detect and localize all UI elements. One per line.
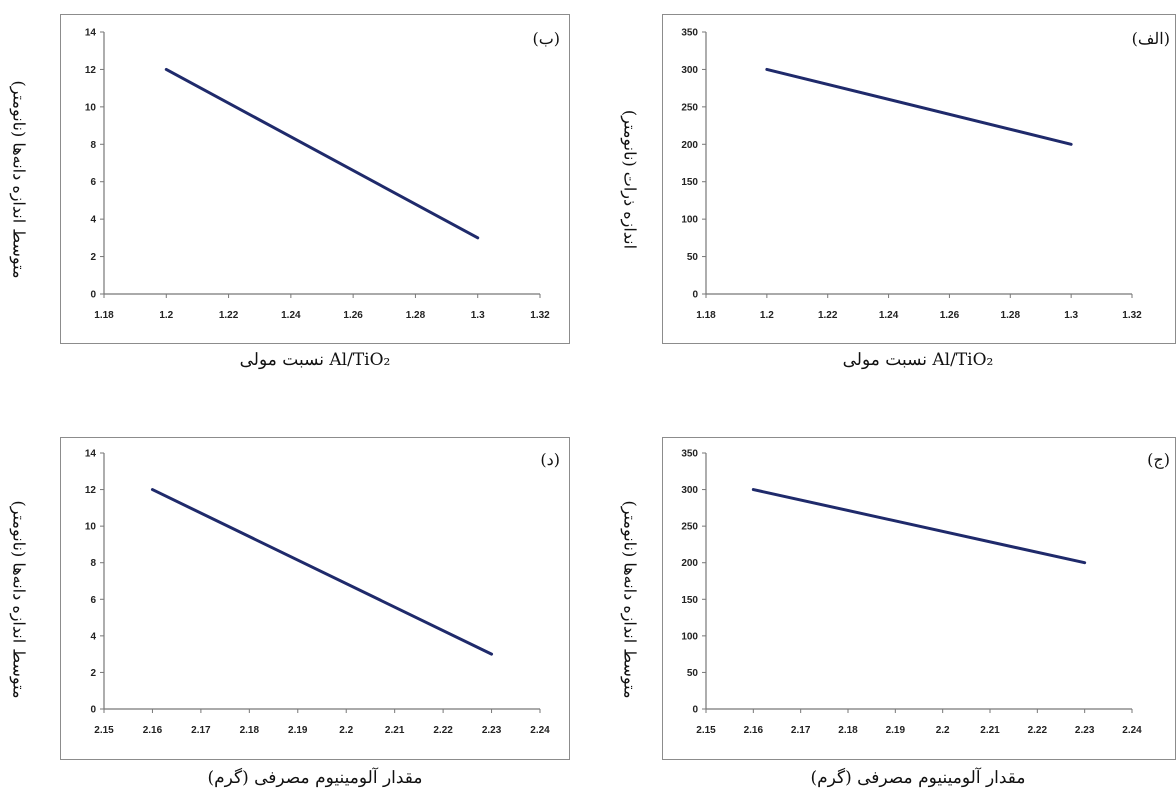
x-tick-label: 1.24: [879, 310, 899, 321]
y-tick-label: 350: [681, 449, 698, 460]
panel-b-xlabel: نسبت مولی Al/TiO₂: [239, 350, 391, 370]
x-tick-label: 1.3: [1064, 310, 1078, 321]
panel-d-xlabel: مقدار آلومینیوم مصرفی (گرم): [207, 768, 423, 788]
y-tick-label: 50: [687, 668, 699, 679]
panel-c-frame: [662, 437, 1176, 760]
x-tick-label: 2.15: [94, 725, 114, 736]
x-tick-label: 1.24: [281, 310, 301, 321]
x-tick-label: 2.22: [1028, 725, 1048, 736]
y-tick-label: 2: [90, 668, 96, 679]
x-tick-label: 1.22: [818, 310, 838, 321]
x-tick-label: 2.17: [791, 725, 811, 736]
y-tick-label: 8: [90, 140, 96, 151]
y-tick-label: 8: [90, 558, 96, 569]
x-tick-label: 2.19: [288, 725, 308, 736]
y-tick-label: 4: [90, 215, 96, 226]
x-tick-label: 1.26: [940, 310, 960, 321]
x-tick-label: 1.28: [1001, 310, 1021, 321]
panel-b-frame: [60, 14, 570, 344]
y-tick-label: 6: [90, 595, 96, 606]
panel-c-ylabel: متوسط اندازه دانه‌ها (نانومتر): [620, 500, 640, 699]
y-tick-label: 14: [85, 449, 97, 460]
y-tick-label: 50: [687, 252, 699, 263]
x-tick-label: 2.23: [482, 725, 502, 736]
x-tick-label: 1.32: [1122, 310, 1142, 321]
y-tick-label: 0: [692, 290, 698, 301]
x-tick-label: 2.23: [1075, 725, 1095, 736]
panel-label: (د): [540, 450, 560, 469]
panel-a-frame: [662, 14, 1176, 344]
y-tick-label: 200: [681, 140, 698, 151]
y-tick-label: 300: [681, 485, 698, 496]
y-tick-label: 300: [681, 65, 698, 76]
series-line: [765, 67, 1073, 146]
y-tick-label: 2: [90, 252, 96, 263]
y-tick-label: 150: [681, 177, 698, 188]
y-tick-label: 10: [85, 102, 97, 113]
x-tick-label: 1.32: [530, 310, 550, 321]
x-tick-label: 2.16: [143, 725, 163, 736]
x-tick-label: 2.24: [530, 725, 550, 736]
x-tick-label: 2.2: [936, 725, 950, 736]
y-tick-label: 4: [90, 631, 96, 642]
y-tick-label: 0: [692, 705, 698, 716]
y-tick-label: 10: [85, 522, 97, 533]
panel-d-chart: 0 2 4 6 8 10 12 14 2.15 2.16 2.17 2.18 2.19 2.2 2.21 2.…: [85, 449, 560, 737]
panel-c-xlabel: مقدار آلومینیوم مصرفی (گرم): [810, 768, 1026, 788]
x-tick-label: 2.17: [191, 725, 211, 736]
x-tick-label: 2.15: [696, 725, 716, 736]
x-tick-label: 2.18: [240, 725, 260, 736]
y-tick-label: 200: [681, 558, 698, 569]
y-tick-label: 0: [90, 705, 96, 716]
series-line: [164, 67, 480, 240]
panel-a-chart: 0 50 100 150 200 250 300 350 1.18 1.2 1.22 1.24 1.26…: [681, 28, 1170, 322]
x-tick-label: 1.18: [94, 310, 114, 321]
x-tick-label: 2.24: [1122, 725, 1142, 736]
panel-b-chart: 0 2 4 6 8 10 12 14 1.18 1.2 1.22 1.24 1.26 1.28 1.3 1.3…: [85, 28, 560, 322]
x-tick-label: 2.18: [838, 725, 858, 736]
x-tick-label: 1.18: [696, 310, 716, 321]
y-tick-label: 100: [681, 215, 698, 226]
panel-a-xlabel: نسبت مولی Al/TiO₂: [842, 350, 994, 370]
y-tick-label: 250: [681, 522, 698, 533]
y-tick-label: 12: [85, 485, 97, 496]
panel-label: (ج): [1147, 450, 1170, 469]
series-line: [150, 488, 494, 656]
y-tick-label: 250: [681, 102, 698, 113]
y-tick-label: 100: [681, 631, 698, 642]
x-tick-label: 1.2: [760, 310, 774, 321]
panel-c-chart: 0 50 100 150 200 250 300 350 2.15 2.16 2.17 2.18 2.1…: [681, 449, 1170, 737]
panel-b-ylabel: متوسط اندازه دانه‌ها (نانومتر): [9, 80, 29, 279]
y-tick-label: 6: [90, 177, 96, 188]
x-tick-label: 1.2: [159, 310, 173, 321]
panel-label: (الف): [1132, 29, 1170, 48]
panel-d-frame: [60, 437, 570, 760]
x-tick-label: 1.26: [343, 310, 363, 321]
x-tick-label: 1.22: [219, 310, 239, 321]
x-tick-label: 1.28: [406, 310, 426, 321]
panel-label: (ب): [532, 29, 560, 48]
x-tick-label: 2.2: [339, 725, 353, 736]
x-tick-label: 2.19: [886, 725, 906, 736]
y-tick-label: 0: [90, 290, 96, 301]
panel-d-ylabel: متوسط اندازه دانه‌ها (نانومتر): [9, 500, 29, 699]
panel-a-ylabel: اندازه ذرات (نانومتر): [620, 109, 640, 250]
y-tick-label: 12: [85, 65, 97, 76]
x-tick-label: 2.21: [980, 725, 1000, 736]
x-tick-label: 2.16: [744, 725, 764, 736]
x-tick-label: 1.3: [471, 310, 485, 321]
x-tick-label: 2.21: [385, 725, 405, 736]
x-tick-label: 2.22: [433, 725, 453, 736]
y-tick-label: 14: [85, 28, 97, 39]
y-tick-label: 150: [681, 595, 698, 606]
y-tick-label: 350: [681, 28, 698, 39]
series-line: [751, 488, 1087, 565]
